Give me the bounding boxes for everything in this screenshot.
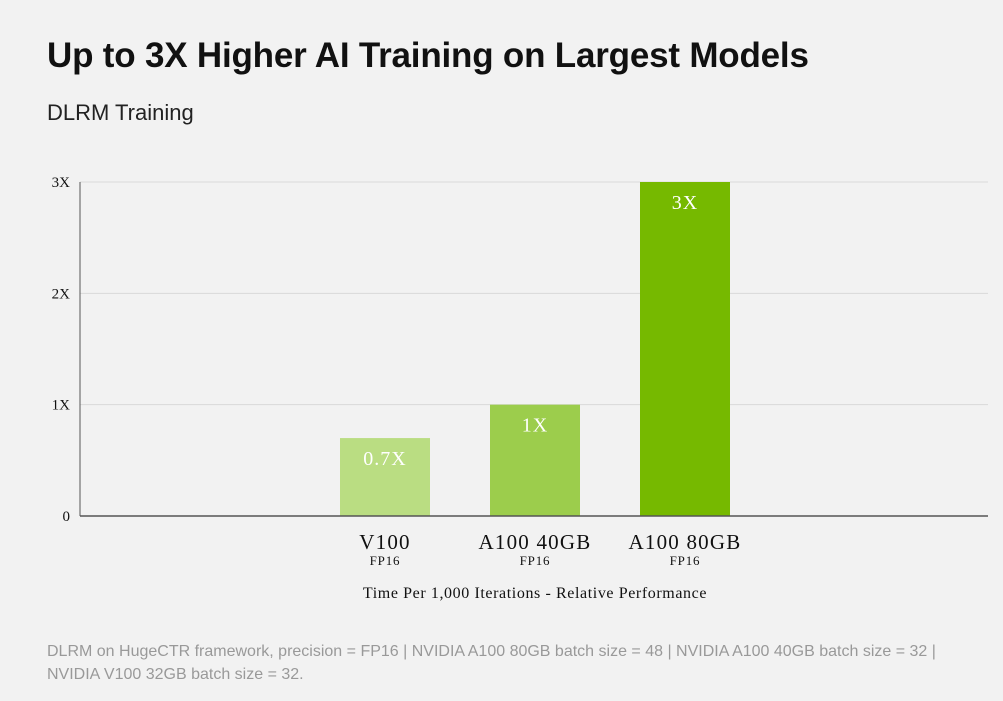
y-tick-label: 1X: [52, 398, 71, 414]
bar: [340, 438, 430, 516]
grid-lines: [80, 181, 988, 406]
footnote: DLRM on HugeCTR framework, precision = F…: [47, 643, 936, 683]
bars: 0.7X 1X 3X: [340, 182, 730, 516]
y-tick-label: 2X: [52, 286, 71, 302]
y-tick-label: 3X: [52, 175, 71, 191]
bar: [490, 404, 580, 516]
x-tick-label: A100 40GB: [479, 530, 592, 554]
x-tick-sublabel: FP16: [370, 553, 401, 568]
x-axis-label: Time Per 1,000 Iterations - Relative Per…: [363, 585, 707, 602]
bar-value-label: 0.7X: [363, 448, 406, 470]
x-tick-sublabel: FP16: [520, 553, 551, 568]
bar: [640, 182, 730, 516]
bar-value-label: 3X: [672, 192, 698, 214]
x-tick-label: V100: [359, 530, 410, 554]
chart-title: Up to 3X Higher AI Training on Largest M…: [47, 36, 809, 75]
y-tick-label: 0: [63, 509, 71, 525]
x-tick-sublabel: FP16: [670, 553, 701, 568]
y-axis: 0 1X 2X 3X: [52, 175, 81, 525]
bar-value-label: 1X: [522, 415, 548, 437]
x-tick-label: A100 80GB: [629, 530, 742, 554]
chart-subtitle: DLRM Training: [47, 100, 194, 125]
